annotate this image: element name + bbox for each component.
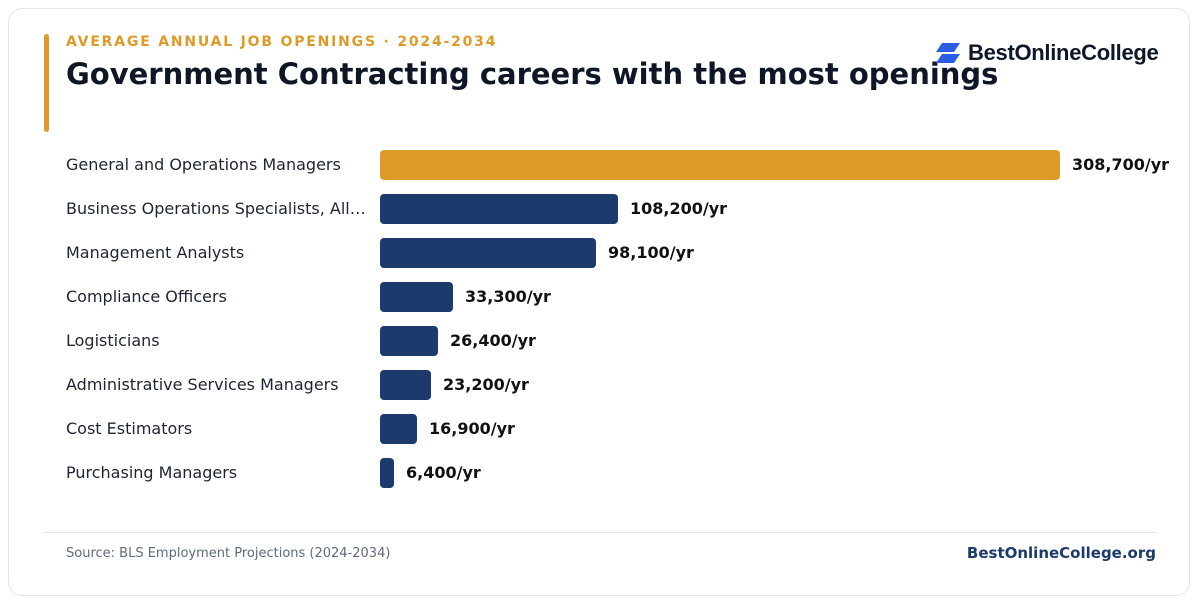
category-label: Cost Estimators (66, 419, 193, 438)
accent-bar (44, 34, 49, 132)
category-label: Logisticians (66, 331, 160, 350)
category-label: Administrative Services Managers (66, 375, 339, 394)
site-link[interactable]: BestOnlineCollege.org (966, 544, 1156, 562)
value-label: 308,700/yr (1072, 155, 1170, 174)
stacked-parallelograms-icon (936, 43, 960, 63)
brand-logo[interactable]: BestOnlineCollege (936, 40, 1159, 66)
category-label: Purchasing Managers (66, 463, 238, 482)
bar-row: Business Operations Specialists, All O… 1… (0, 193, 1200, 225)
chart-subtitle: AVERAGE ANNUAL JOB OPENINGS · 2024-2034 (66, 34, 498, 50)
bar-row: Management Analysts 98,100/yr (0, 237, 1200, 269)
logo-text: BestOnlineCollege (968, 40, 1159, 65)
value-label: 98,100/yr (608, 243, 694, 262)
value-label: 108,200/yr (630, 199, 728, 218)
bar (380, 414, 417, 444)
chart-title: Government Contracting careers with the … (66, 57, 999, 91)
category-label: Compliance Officers (66, 287, 227, 306)
bar-row: Purchasing Managers 6,400/yr (0, 457, 1200, 489)
bar (380, 238, 596, 268)
category-label: Management Analysts (66, 243, 245, 262)
value-label: 6,400/yr (406, 463, 481, 482)
source-note: Source: BLS Employment Projections (2024… (66, 546, 391, 561)
bar (380, 194, 618, 224)
category-label: Business Operations Specialists, All O… (66, 199, 366, 218)
value-label: 16,900/yr (429, 419, 515, 438)
chart-card (8, 8, 1190, 596)
bar-row: Administrative Services Managers 23,200/y… (0, 369, 1200, 401)
bar (380, 370, 431, 400)
bar-row: Cost Estimators 16,900/yr (0, 413, 1200, 445)
footer-divider (44, 532, 1156, 533)
bar (380, 326, 438, 356)
bar-row: Logisticians 26,400/yr (0, 325, 1200, 357)
bar-row: General and Operations Managers 308,700/y… (0, 149, 1200, 181)
bar (380, 150, 1060, 180)
value-label: 23,200/yr (443, 375, 529, 394)
bar (380, 282, 453, 312)
value-label: 26,400/yr (450, 331, 536, 350)
bar-row: Compliance Officers 33,300/yr (0, 281, 1200, 313)
bar (380, 458, 394, 488)
category-label: General and Operations Managers (66, 155, 341, 174)
value-label: 33,300/yr (465, 287, 551, 306)
